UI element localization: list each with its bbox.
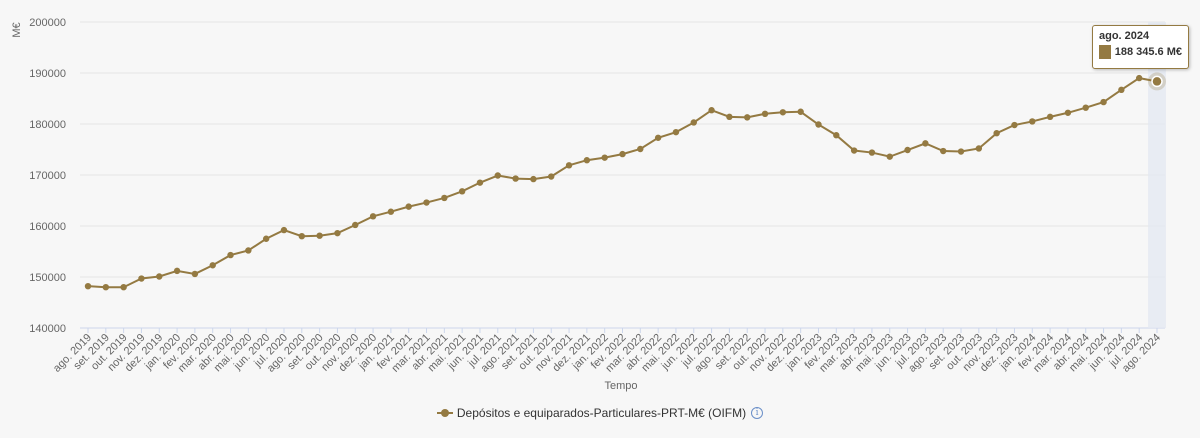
data-point[interactable]: [779, 109, 787, 116]
data-point[interactable]: [173, 267, 181, 275]
data-point[interactable]: [262, 235, 270, 242]
data-point[interactable]: [957, 148, 965, 155]
data-point[interactable]: [191, 270, 199, 278]
data-point[interactable]: [334, 229, 341, 237]
data-point[interactable]: [458, 188, 466, 195]
data-point[interactable]: [1064, 109, 1072, 116]
tooltip-swatch: [1099, 45, 1111, 59]
data-point[interactable]: [84, 282, 92, 290]
data-point[interactable]: [886, 153, 893, 160]
data-point[interactable]: [316, 232, 323, 239]
data-point[interactable]: [815, 121, 822, 128]
y-tick-label: 150000: [29, 272, 66, 284]
highlighted-data-point[interactable]: [1151, 75, 1163, 88]
data-point[interactable]: [797, 108, 804, 115]
data-point[interactable]: [922, 140, 929, 147]
data-point[interactable]: [850, 147, 858, 154]
data-point[interactable]: [1029, 118, 1036, 125]
data-point[interactable]: [352, 221, 359, 229]
y-tick-label: 170000: [29, 170, 66, 182]
data-point[interactable]: [530, 175, 537, 183]
legend-marker: [436, 408, 453, 418]
data-point[interactable]: [102, 284, 110, 291]
tooltip-title: ago. 2024: [1099, 30, 1150, 42]
data-point[interactable]: [761, 110, 769, 118]
hover-band: [1148, 22, 1166, 328]
data-point[interactable]: [280, 226, 288, 234]
series-line: [87, 77, 1158, 289]
legend-label[interactable]: Depósitos e equiparados-Particulares-PRT…: [456, 406, 747, 420]
data-point[interactable]: [993, 129, 1000, 137]
data-point[interactable]: [156, 273, 163, 280]
tooltip: ago. 2024 188 345.6 M€: [1092, 25, 1189, 69]
series-points: [84, 72, 1166, 291]
data-point[interactable]: [601, 154, 608, 161]
data-point[interactable]: [565, 162, 573, 169]
y-tick-label: 140000: [29, 323, 66, 335]
data-point[interactable]: [868, 149, 876, 156]
y-axis-title: M€: [11, 22, 23, 37]
data-point[interactable]: [940, 147, 947, 155]
data-point[interactable]: [138, 275, 145, 282]
data-point[interactable]: [975, 145, 983, 152]
data-point[interactable]: [1100, 98, 1107, 106]
data-point[interactable]: [209, 262, 216, 269]
data-point[interactable]: [744, 114, 751, 121]
x-axis-title: Tempo: [604, 380, 637, 392]
data-point[interactable]: [1118, 86, 1125, 94]
data-point[interactable]: [405, 203, 412, 210]
y-tick-label: 180000: [29, 119, 66, 131]
data-point[interactable]: [1082, 104, 1089, 111]
data-point[interactable]: [512, 175, 519, 182]
data-point[interactable]: [619, 150, 626, 158]
data-point[interactable]: [672, 128, 680, 136]
data-point[interactable]: [637, 145, 644, 153]
data-point[interactable]: [494, 172, 501, 179]
info-icon[interactable]: i: [751, 407, 764, 419]
tooltip-row: 188 345.6 M€: [1099, 45, 1182, 59]
y-tick-label: 190000: [29, 68, 66, 80]
tooltip-value: 188 345.6 M€: [1114, 46, 1182, 58]
data-point[interactable]: [833, 132, 840, 139]
data-point[interactable]: [441, 194, 448, 202]
data-point[interactable]: [423, 199, 430, 206]
data-point[interactable]: [654, 134, 662, 141]
data-point[interactable]: [690, 119, 697, 126]
data-point[interactable]: [387, 208, 395, 215]
y-axis: 140000 150000 160000 170000 180000 190000 2000…: [29, 17, 66, 335]
data-point[interactable]: [548, 173, 555, 180]
data-point[interactable]: [904, 146, 911, 154]
data-point[interactable]: [708, 107, 715, 114]
data-point[interactable]: [245, 247, 252, 254]
data-point[interactable]: [583, 157, 591, 164]
y-tick-label: 160000: [29, 221, 66, 233]
data-point[interactable]: [726, 113, 733, 121]
legend[interactable]: Depósitos e equiparados-Particulares-PRT…: [0, 406, 1200, 420]
data-point[interactable]: [120, 284, 127, 291]
y-tick-label: 200000: [29, 17, 66, 29]
data-point[interactable]: [476, 179, 484, 186]
data-point[interactable]: [298, 233, 305, 240]
data-point[interactable]: [227, 251, 234, 259]
data-point[interactable]: [369, 213, 377, 220]
data-point[interactable]: [1046, 113, 1054, 121]
grid-lines: [80, 21, 1165, 329]
data-point[interactable]: [1135, 74, 1143, 82]
data-point[interactable]: [1011, 121, 1018, 129]
